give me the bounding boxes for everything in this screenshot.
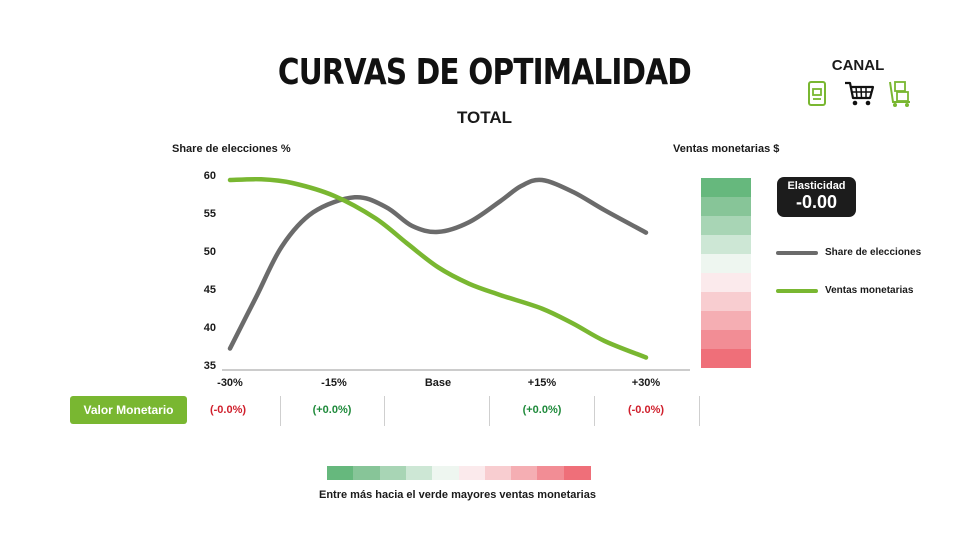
x-tick-minus15: -15% [321,377,347,389]
page-subtitle: TOTAL [456,108,513,127]
color-scale-vertical-cell [701,349,751,368]
color-scale-vertical-cell [701,197,751,216]
y-tick-45: 45 [203,284,216,296]
y-tick-50: 50 [203,246,216,258]
page-title: CURVAS DE OPTIMALIDAD [277,52,692,93]
legend-label-ventas: Ventas monetarias [825,285,914,296]
x-tick-plus30: +30% [631,377,661,389]
legend-swatch-share [776,251,818,255]
shopping-cart-icon[interactable] [843,80,875,108]
color-scale-horizontal-cell [458,466,486,480]
y-tick-40: 40 [203,322,216,334]
y-tick-55: 55 [203,208,216,220]
color-scale-horizontal-cell [484,466,512,480]
valor-cell-minus15: (+0.0%) [312,404,352,416]
color-scale-vertical-cell [701,273,751,292]
color-scale-horizontal-cell [511,466,539,480]
series-line-share [227,177,649,351]
x-tick-plus15: +15% [527,377,557,389]
y-axis-title: Share de elecciones % [172,143,291,155]
color-scale-horizontal-cell [432,466,460,480]
valor-cell-minus30: (-0.0%) [209,404,247,416]
valor-cell-plus30: (-0.0%) [627,404,665,416]
y-tick-60: 60 [203,170,216,182]
right-axis-title: Ventas monetarias $ [673,143,780,155]
color-scale-horizontal-cell [379,466,407,480]
color-scale-horizontal-cell [405,466,433,480]
series-line-ventas [227,176,649,360]
color-scale-vertical-cell [701,235,751,254]
elasticity-value: -0.00 [795,192,838,212]
valor-separator [384,396,385,426]
x-tick-base: Base [424,377,452,389]
x-tick-minus30: -30% [217,377,243,389]
color-scale-caption: Entre más hacia el verde mayores ventas … [319,489,596,501]
valor-separator [699,396,700,426]
elasticity-badge: Elasticidad -0.00 [777,177,856,217]
color-scale-horizontal-cell [563,466,591,480]
valor-separator [280,396,281,426]
color-scale-vertical-cell [701,178,751,197]
color-scale-vertical-cell [701,216,751,235]
color-scale-vertical-cell [701,292,751,311]
canal-label: CANAL [831,57,885,74]
valor-separator [594,396,595,426]
legend-label-share: Share de elecciones [825,247,922,258]
elasticity-label: Elasticidad [787,180,846,192]
receipt-icon[interactable] [806,80,828,108]
delivery-cart-icon[interactable] [886,80,914,108]
y-tick-35: 35 [203,360,216,372]
valor-separator [489,396,490,426]
color-scale-vertical-cell [701,311,751,330]
color-scale-horizontal-cell [327,466,354,480]
valor-cell-plus15: (+0.0%) [522,404,562,416]
legend-swatch-ventas [776,289,818,293]
color-scale-horizontal-cell [353,466,381,480]
color-scale-horizontal-cell [537,466,565,480]
valor-monetario-button[interactable]: Valor Monetario [70,396,187,424]
color-scale-vertical-cell [701,254,751,273]
color-scale-vertical-cell [701,330,751,349]
